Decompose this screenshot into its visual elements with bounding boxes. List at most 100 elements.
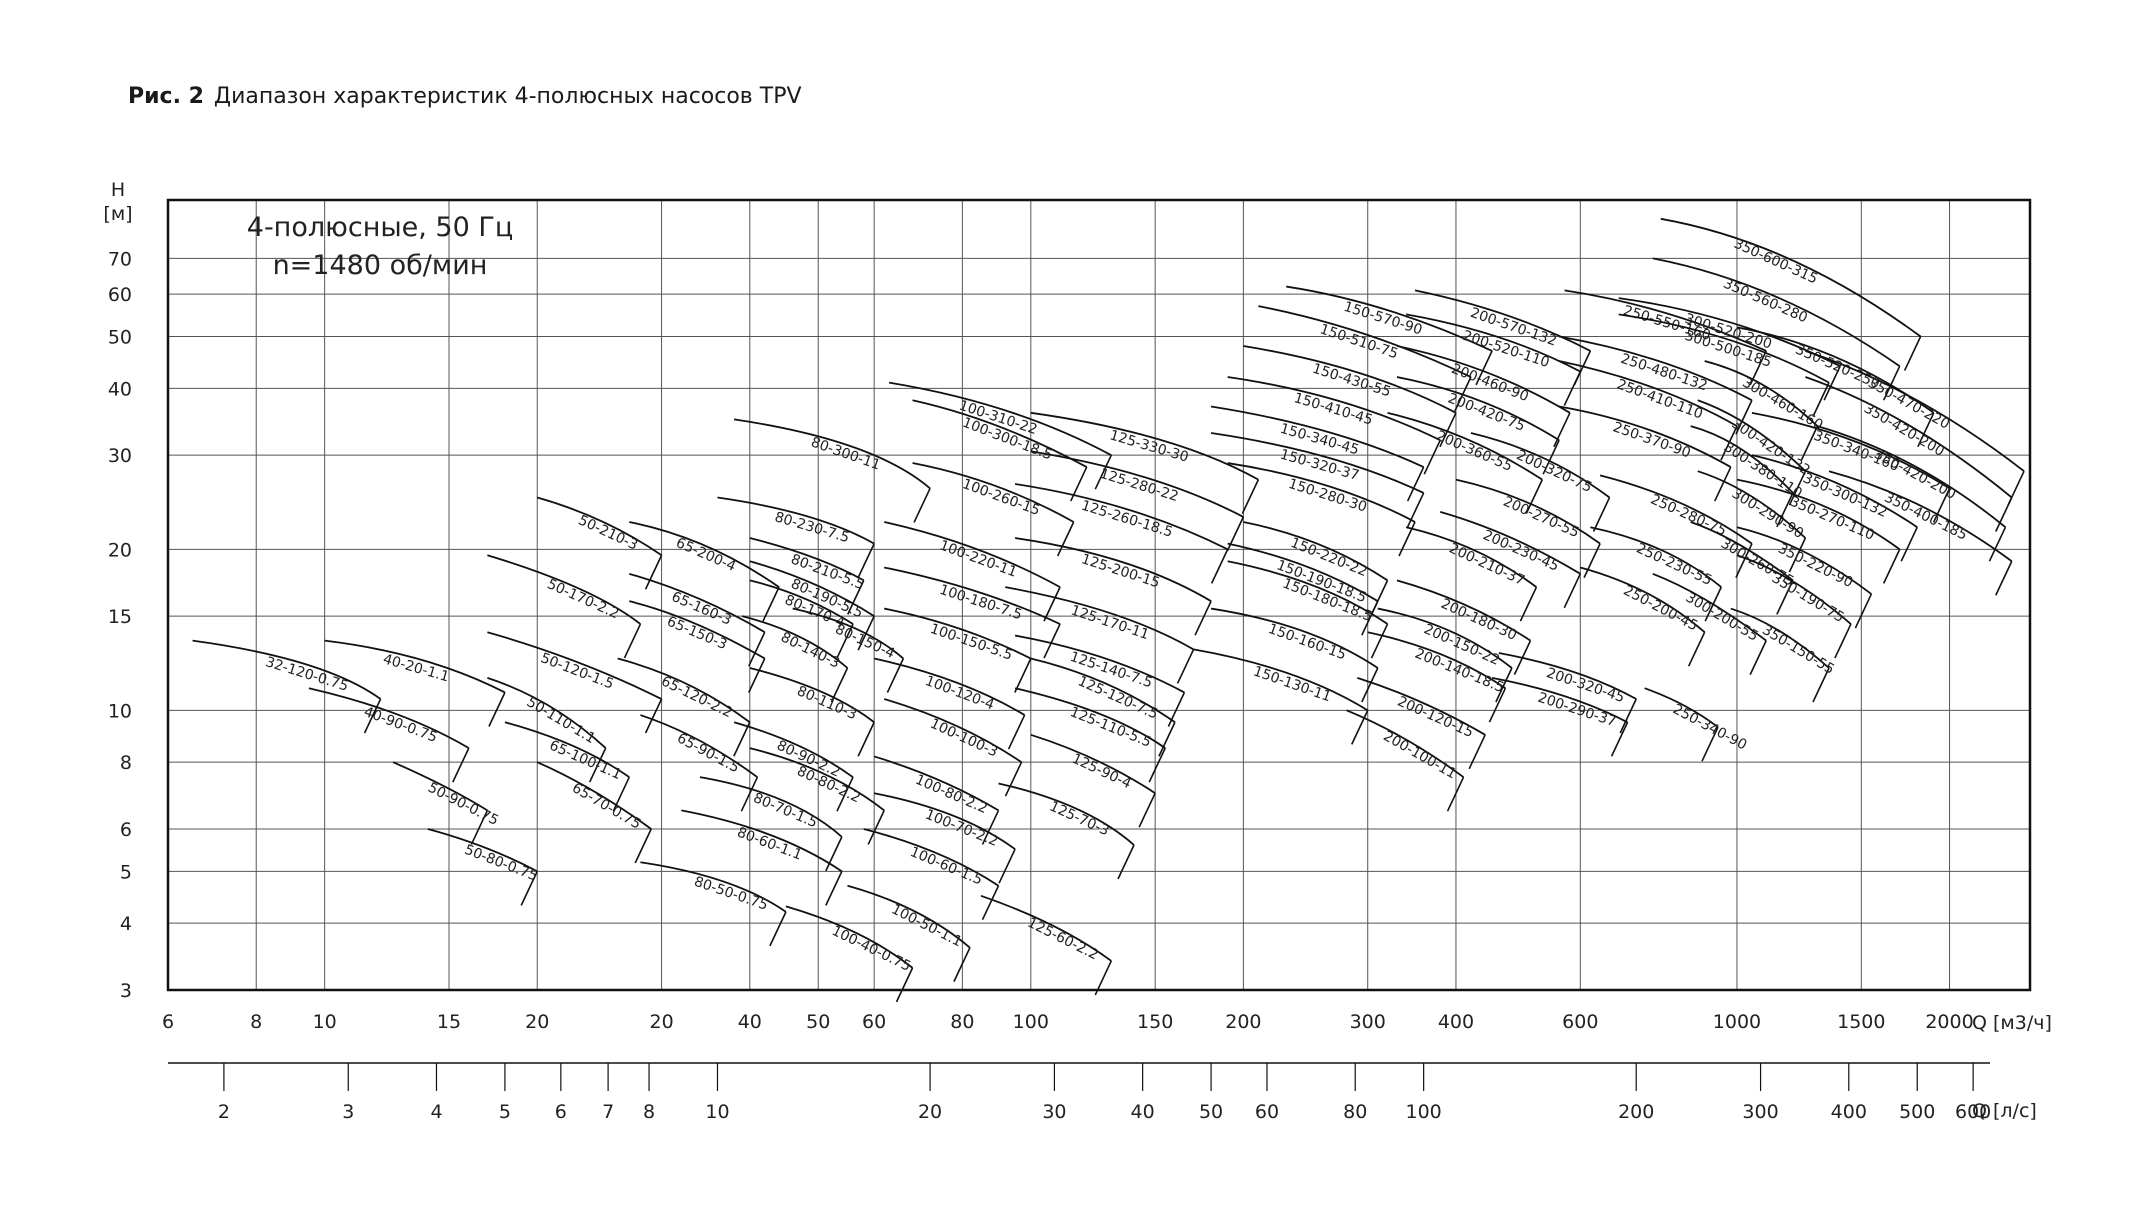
curve-line — [1558, 405, 1732, 468]
y-tick-label: 70 — [108, 248, 132, 270]
curve-line — [640, 861, 787, 913]
curve-65-160-3: 65-160-3 — [629, 572, 766, 667]
curve-label: 125-90-4 — [1069, 751, 1133, 792]
curve-label: 125-200-15 — [1079, 551, 1161, 591]
curve-label: 150-160-15 — [1266, 621, 1348, 663]
curve-label: 100-80-2.2 — [913, 772, 990, 817]
curve-line — [1439, 511, 1581, 575]
secondary-tick-label: 4 — [430, 1101, 442, 1123]
curve-end-mark — [740, 776, 759, 812]
curve-line — [1243, 521, 1389, 582]
curve-50-120-1.5: 50-120-1.5 — [487, 631, 663, 734]
curve-line — [884, 521, 1061, 588]
curve-line — [1396, 345, 1571, 414]
x-tick-label: 100 — [1013, 1011, 1049, 1033]
x-tick-label: 15 — [437, 1011, 461, 1033]
curve-line — [1405, 526, 1537, 588]
curve-line — [1805, 350, 2025, 472]
secondary-tick-label: 7 — [602, 1101, 614, 1123]
curve-line — [873, 755, 999, 812]
curve-end-mark — [644, 554, 663, 590]
inset-title-line1: 4-полюсные, 50 Гц — [247, 212, 513, 243]
curve-line — [1005, 586, 1194, 651]
y-tick-label: 6 — [120, 819, 132, 841]
y-tick-label: 60 — [108, 284, 132, 306]
curve-end-mark — [1094, 960, 1112, 996]
curve-end-mark — [913, 488, 931, 523]
curve-end-mark — [1563, 573, 1582, 609]
x-tick-label: 20 — [649, 1011, 673, 1033]
curve-line — [1730, 607, 1830, 669]
curve-line — [308, 687, 470, 749]
curve-label: 65-70-0.75 — [569, 780, 643, 833]
curve-label: 350-560-280 — [1721, 276, 1810, 327]
curve-line — [1564, 289, 1767, 352]
curve-line — [1751, 454, 1918, 528]
curve-label: 80-300-11 — [809, 434, 883, 473]
x-tick-label: 10 — [313, 1011, 337, 1033]
x-tick-label: 6 — [162, 1011, 174, 1033]
curve-end-mark — [1158, 721, 1176, 757]
x-tick-label: 80 — [950, 1011, 974, 1033]
curve-end-mark — [998, 848, 1016, 884]
curve-end-mark — [1138, 792, 1156, 828]
curve-end-mark — [748, 658, 766, 693]
curve-end-mark — [1995, 560, 2013, 596]
curve-end-mark — [1592, 497, 1611, 532]
curve-end-mark — [488, 692, 506, 727]
inset-title-line2: n=1480 об/мин — [273, 250, 488, 281]
y-tick-label: 15 — [108, 606, 132, 628]
secondary-tick-label: 600 — [1955, 1101, 1991, 1123]
curve-50-210-3: 50-210-3 — [536, 496, 663, 590]
figure-title: Рис. 2 Диапазон характеристик 4-полюсных … — [128, 84, 802, 109]
curve-end-mark — [1749, 640, 1767, 675]
curve-line — [487, 631, 662, 700]
secondary-tick-label: 400 — [1831, 1101, 1867, 1123]
x-tick-label: 300 — [1350, 1011, 1386, 1033]
y-tick-label: 20 — [108, 539, 132, 561]
curve-end-mark — [1776, 580, 1794, 615]
curve-end-mark — [1720, 425, 1738, 461]
curve-label: 200-120-15 — [1395, 693, 1476, 741]
curve-end-mark — [1226, 516, 1245, 552]
curve-end-mark — [1788, 537, 1807, 573]
curve-line — [1227, 542, 1379, 602]
curve-label: 150-430-55 — [1310, 361, 1392, 401]
y-tick-label: 3 — [120, 980, 132, 1002]
curve-line — [504, 721, 630, 778]
curve-250-200-45: 250-200-45 — [1580, 566, 1706, 667]
curve-50-90-0.75: 50-90-0.75 — [392, 761, 501, 845]
secondary-axis-ls: 2 3 4 5 6 7 8 10 20 30 40 50 60 80 100 200 300 400 500 600 — [168, 1062, 1991, 1123]
y-tick-label: 10 — [108, 700, 132, 722]
curve-end-mark — [1932, 488, 1951, 523]
secondary-tick-label: 20 — [918, 1101, 942, 1123]
curve-end-mark — [1525, 479, 1543, 514]
curve-label: 200-320-75 — [1514, 447, 1595, 496]
curve-line — [1346, 709, 1465, 778]
curve-80-50-0.75: 80-50-0.75 — [640, 861, 787, 947]
curve-end-mark — [1043, 623, 1061, 659]
curve-end-mark — [634, 828, 652, 864]
curve-line — [1644, 687, 1719, 728]
curve-label: 80-230-7.5 — [773, 509, 851, 546]
curve-end-mark — [1446, 776, 1465, 812]
curve-end-mark — [1361, 667, 1379, 703]
curve-line — [1227, 376, 1441, 441]
curve-line — [1580, 566, 1706, 633]
curve-line — [1736, 526, 1872, 595]
curve-end-mark — [857, 721, 875, 757]
curve-line — [1243, 345, 1457, 414]
curve-label: 200-100-11 — [1380, 728, 1459, 782]
grid — [167, 200, 2030, 991]
y-axis-unit: [м] — [103, 203, 132, 225]
curve-line — [980, 894, 1112, 962]
curve-end-mark — [1468, 734, 1486, 770]
curve-line — [741, 615, 849, 669]
x-tick-label: 60 — [862, 1011, 886, 1033]
curve-end-mark — [1854, 593, 1873, 629]
x-tick-label: 50 — [806, 1011, 830, 1033]
curve-32-120-0.75: 32-120-0.75 — [192, 639, 382, 734]
curve-line — [699, 776, 843, 838]
curve-end-mark — [452, 747, 470, 783]
